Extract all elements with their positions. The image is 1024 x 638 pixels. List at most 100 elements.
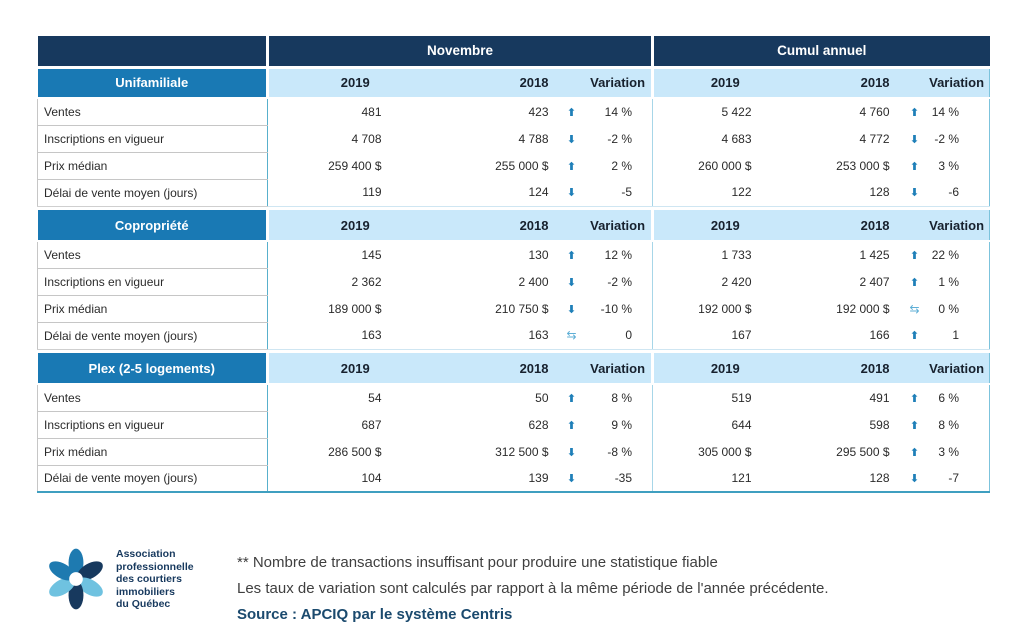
- nov-2019-value: 687: [361, 417, 382, 432]
- nov-2018-value: 4 788: [518, 131, 549, 146]
- nov-trend-cell: ⬆: [557, 241, 587, 268]
- nov-2019-value: 119: [267, 179, 442, 207]
- cum-2019-value: 5 422: [721, 105, 752, 119]
- nov-2019-value: 163: [267, 322, 442, 350]
- cum-2019-value: 519: [731, 391, 752, 405]
- trend-neutral-icon: ⇆: [566, 328, 577, 343]
- nov-2018-value: 2 400: [518, 274, 549, 289]
- cum-2019-value: 644: [731, 417, 752, 432]
- trend-up-icon: ⬆: [566, 159, 577, 173]
- cum-trend-cell: ⬆: [900, 384, 930, 411]
- source-line: Source : APCIQ par le système Centris: [237, 606, 513, 623]
- table-row: Inscriptions en vigueur 4 708 4 788 ⬇ -2…: [37, 124, 991, 153]
- nov-trend-cell: ⬆: [557, 384, 587, 411]
- footer: Association professionnelle des courtier…: [45, 548, 829, 628]
- trend-up-icon: ⬆: [909, 159, 920, 173]
- section-header-copropriete: Copropriété 2019 2018 Variation 2019 201…: [37, 210, 991, 242]
- group-header-row: Novembre Cumul annuel: [37, 36, 990, 69]
- nov-trend-cell: ⬆: [557, 152, 587, 179]
- corner-cell: [37, 36, 269, 69]
- cum-2019-value: 1 733: [721, 248, 752, 262]
- row-label: Ventes: [37, 97, 268, 126]
- cum-2019-header: 2019: [652, 210, 797, 242]
- nov-variation-value: 8 %: [586, 384, 654, 411]
- trend-down-icon: ⬇: [566, 275, 577, 289]
- table-row: Délai de vente moyen (jours) 163 163 ⇆ 0…: [37, 321, 991, 350]
- stats-table-wrap: Novembre Cumul annuel Unifamiliale 2019 …: [37, 36, 991, 493]
- nov-2019-header: 2019: [267, 67, 442, 99]
- trend-down-icon: ⬇: [566, 472, 577, 485]
- cum-variation-value: 1: [929, 322, 991, 350]
- nov-2019-header: 2019: [267, 210, 442, 242]
- trend-down-icon: ⬇: [566, 132, 577, 146]
- nov-2018-value: 50: [535, 391, 549, 405]
- nov-variation-value: -35: [586, 465, 654, 493]
- nov-2018-value: 423: [528, 105, 549, 119]
- cum-2019-value: 192 000 $: [698, 301, 752, 316]
- cum-trend-cell: ⬆: [900, 152, 930, 179]
- table-row: Délai de vente moyen (jours) 119 124 ⬇ -…: [37, 178, 991, 207]
- cum-trend-cell: ⬆: [900, 411, 930, 438]
- nov-2019-value: 54: [368, 391, 382, 405]
- table-row: Ventes 145 130 ⬆ 12 % 1 733 1 425 ⬆ 22 %: [37, 240, 991, 269]
- cum-2018-value: 491: [869, 391, 890, 405]
- cum-2018-header: 2018: [796, 353, 900, 385]
- trend-up-icon: ⬆: [566, 249, 577, 262]
- table-row: Inscriptions en vigueur 2 362 2 400 ⬇ -2…: [37, 267, 991, 296]
- row-label: Ventes: [37, 240, 268, 269]
- cum-variation-value: 3 %: [929, 438, 991, 465]
- nov-2018-value: 163: [441, 322, 557, 350]
- cum-2018-header: 2018: [796, 67, 900, 99]
- trend-down-icon: ⬇: [909, 132, 920, 146]
- nov-trend-cell: ⬇: [557, 268, 587, 295]
- trend-neutral-icon: ⇆: [909, 301, 920, 316]
- cum-variation-header: Variation: [899, 353, 991, 385]
- table-row: Prix médian 189 000 $ 210 750 $ ⬇ -10 % …: [37, 294, 991, 323]
- nov-trend-cell: ⇆: [556, 322, 587, 350]
- cum-2018-value: 2 407: [859, 274, 890, 289]
- cum-variation-value: 0 %: [929, 295, 991, 322]
- trend-up-icon: ⬆: [909, 445, 920, 459]
- trend-up-icon: ⬆: [909, 418, 920, 432]
- row-label: Prix médian: [37, 294, 268, 323]
- footer-notes: ** Nombre de transactions insuffisant po…: [237, 548, 829, 628]
- trend-up-icon: ⬆: [909, 275, 920, 289]
- cum-2019-value: 260 000 $: [698, 158, 752, 173]
- nov-2018-header: 2018: [441, 353, 557, 385]
- nov-variation-header: Variation: [556, 67, 655, 99]
- cum-2018-value: 4 760: [859, 105, 890, 119]
- nov-trend-cell: ⬇: [556, 179, 587, 207]
- cum-2018-header: 2018: [796, 210, 900, 242]
- nov-trend-cell: ⬇: [557, 125, 587, 152]
- row-label: Inscriptions en vigueur: [37, 124, 268, 153]
- nov-2018-value: 210 750 $: [495, 301, 549, 316]
- nov-variation-value: -8 %: [586, 438, 654, 465]
- nov-2019-value: 2 362: [351, 274, 382, 289]
- nov-2019-value: 4 708: [351, 131, 382, 146]
- nov-variation-value: 12 %: [586, 241, 654, 268]
- apciq-logo-mark: [49, 548, 103, 610]
- nov-trend-cell: ⬆: [557, 411, 587, 438]
- cum-2019-value: 167: [652, 322, 797, 350]
- nov-variation-value: 14 %: [586, 98, 654, 125]
- nov-variation-header: Variation: [556, 210, 655, 242]
- apciq-logo-text: Association professionnelle des courtier…: [116, 548, 194, 610]
- nov-variation-value: 2 %: [586, 152, 654, 179]
- trend-down-icon: ⬇: [566, 186, 577, 200]
- trend-up-icon: ⬆: [566, 418, 577, 432]
- cum-trend-cell: ⬇: [899, 179, 930, 207]
- nov-2018-value: 628: [528, 417, 549, 432]
- nov-2019-value: 145: [361, 248, 382, 262]
- cumul-annuel-group-header: Cumul annuel: [652, 36, 990, 69]
- cum-variation-header: Variation: [899, 210, 991, 242]
- cum-2018-value: 128: [796, 179, 900, 207]
- nov-trend-cell: ⬇: [557, 295, 587, 322]
- cum-variation-value: -6: [929, 179, 991, 207]
- cum-2019-header: 2019: [652, 67, 797, 99]
- row-label: Prix médian: [37, 151, 268, 180]
- nov-variation-value: 9 %: [586, 411, 654, 438]
- cum-variation-value: 1 %: [929, 268, 991, 295]
- variation-rate-note: Les taux de variation sont calculés par …: [237, 580, 829, 597]
- cum-variation-header: Variation: [899, 67, 991, 99]
- nov-variation-value: -2 %: [586, 125, 654, 152]
